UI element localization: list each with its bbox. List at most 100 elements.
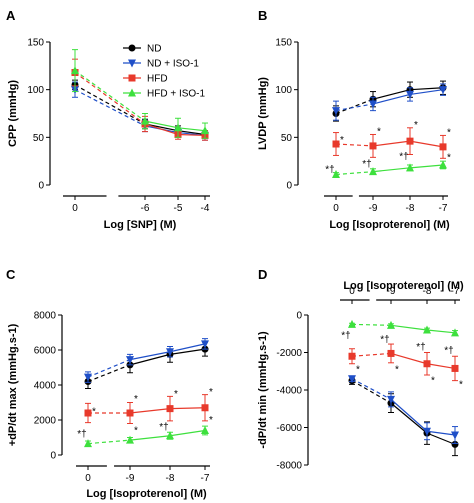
series-line-segment xyxy=(390,402,428,434)
series-line-segment xyxy=(144,120,179,129)
data-point xyxy=(348,375,356,384)
y-tick-label: 0 xyxy=(50,451,56,462)
x-tick-label: -9 xyxy=(126,473,135,484)
series-nd xyxy=(332,80,447,122)
panel-letter: A xyxy=(6,8,16,23)
series-hfd xyxy=(71,58,209,141)
data-point xyxy=(451,440,459,448)
y-axis-label: CPP (mmHg) xyxy=(7,80,19,147)
series-line-segment xyxy=(144,123,179,136)
series-line-segment xyxy=(372,140,411,147)
series-line-segment xyxy=(169,429,206,437)
x-axis-label: Log [Isoproterenol] (M) xyxy=(329,219,450,231)
series-line-segment xyxy=(177,133,206,137)
series-line-segment xyxy=(426,430,456,436)
legend-marker xyxy=(128,74,136,82)
series-line-segment xyxy=(372,89,411,100)
legend-entry: HFD + ISO-1 xyxy=(147,89,206,100)
y-tick-label: -6000 xyxy=(276,423,302,434)
x-tick-label: -8 xyxy=(166,473,175,484)
y-tick-label: -2000 xyxy=(276,348,302,359)
data-point xyxy=(451,328,459,337)
series-hfd xyxy=(84,394,209,424)
x-axis-label: Log [Isoproterenol] (M) xyxy=(343,280,464,292)
data-point xyxy=(84,409,92,417)
series-line-segment xyxy=(372,167,411,173)
legend-marker xyxy=(128,44,136,52)
data-point xyxy=(332,140,340,148)
data-point xyxy=(451,431,459,440)
y-axis-label: LVDP (mmHg) xyxy=(257,77,269,150)
series-nd-iso-1 xyxy=(332,83,447,121)
series-line-segment xyxy=(409,164,444,169)
series-line-segment xyxy=(351,380,392,404)
series-line-segment xyxy=(390,324,428,331)
data-point xyxy=(423,325,431,334)
data-point xyxy=(201,126,209,135)
data-point xyxy=(126,356,134,365)
significance-marker: *† xyxy=(341,331,350,342)
legend-entry: ND xyxy=(147,44,161,55)
data-point xyxy=(71,66,79,75)
y-tick-label: 100 xyxy=(275,85,292,96)
series-line-segment xyxy=(351,378,392,400)
significance-marker: * xyxy=(92,406,96,417)
series-line-segment xyxy=(129,408,171,414)
data-point xyxy=(369,142,377,150)
y-tick-label: 0 xyxy=(38,181,44,192)
data-point xyxy=(201,426,209,434)
data-point xyxy=(201,340,209,349)
panel-letter: D xyxy=(258,267,267,282)
x-axis-label: Log [Isoproterenol] (M) xyxy=(86,488,207,500)
series-line-segment xyxy=(409,87,444,91)
series-hfd xyxy=(348,343,459,382)
y-tick-label: 2000 xyxy=(34,416,57,427)
x-tick-label: -8 xyxy=(406,203,415,214)
series-hfd-iso-1 xyxy=(348,319,459,337)
data-point xyxy=(174,123,182,132)
data-point xyxy=(201,404,209,412)
data-point xyxy=(439,86,447,95)
x-tick-label: -5 xyxy=(174,203,183,214)
data-point xyxy=(348,319,356,328)
y-tick-label: 4000 xyxy=(34,381,57,392)
series-line-segment xyxy=(372,93,411,105)
y-tick-label: 50 xyxy=(33,133,45,144)
significance-marker: * xyxy=(377,127,381,138)
data-point xyxy=(348,352,356,360)
series-line-segment xyxy=(409,140,444,148)
significance-marker: * xyxy=(134,394,138,405)
panel-a: A 0 50 100 150 CPP (mmHg) 0 -6 -5 -4 Log [SNP] (M)… xyxy=(6,8,210,231)
data-point xyxy=(166,405,174,413)
series-line-segment xyxy=(426,432,456,445)
legend-entry: ND + ISO-1 xyxy=(147,59,199,70)
data-point xyxy=(332,107,340,116)
data-point xyxy=(387,349,395,357)
series-hfd xyxy=(332,127,447,159)
x-tick-label: -4 xyxy=(201,203,210,214)
x-tick-label: 0 xyxy=(349,286,355,297)
legend-marker xyxy=(128,88,136,97)
series-line-segment xyxy=(169,343,206,353)
x-tick-label: 0 xyxy=(72,203,78,214)
series-line-segment xyxy=(87,439,131,445)
significance-marker: *† xyxy=(325,165,334,176)
y-tick-label: 50 xyxy=(281,133,293,144)
series-hfd-iso-1 xyxy=(332,160,447,179)
data-point xyxy=(166,348,174,357)
y-tick-label: 100 xyxy=(27,85,44,96)
series-line-segment xyxy=(74,84,146,125)
significance-marker: * xyxy=(395,364,399,375)
panel-c: C 0 2000 4000 6000 8000 +dP/dt max (mmHg.s-1) 0… xyxy=(6,267,213,500)
x-tick-label: -7 xyxy=(439,203,448,214)
series-line-segment xyxy=(390,398,428,432)
significance-marker: * xyxy=(174,389,178,400)
y-tick-label: 8000 xyxy=(34,311,57,322)
significance-marker: * xyxy=(134,426,138,437)
y-axis-label: -dP/dt min (mmHg.s-1) xyxy=(257,331,269,449)
data-point xyxy=(166,431,174,440)
series-line-segment xyxy=(129,351,171,361)
data-point xyxy=(332,170,340,179)
series-nd xyxy=(84,341,209,389)
